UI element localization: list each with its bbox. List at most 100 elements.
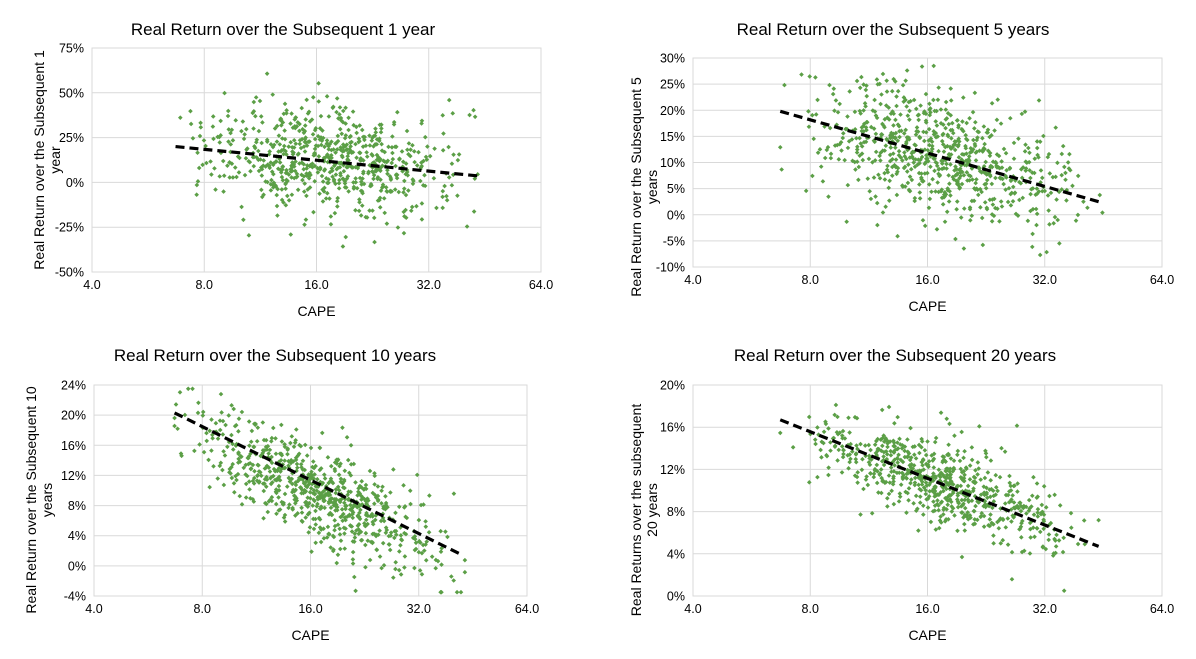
scatter-point (1047, 222, 1052, 227)
scatter-point (1019, 520, 1024, 526)
scatter-point (894, 164, 899, 170)
scatter-point (346, 127, 351, 133)
scatter-point (964, 158, 970, 164)
scatter-point (347, 470, 352, 476)
scatter-point (895, 233, 900, 239)
y-tick-label: 0% (68, 559, 86, 573)
scatter-point (962, 497, 968, 503)
scatter-point (972, 126, 977, 131)
scatter-point (871, 175, 877, 180)
scatter-point (916, 117, 921, 123)
scatter-point (327, 141, 333, 147)
scatter-point (384, 221, 390, 226)
scatter-point (318, 506, 324, 511)
scatter-point (394, 175, 400, 181)
scatter-point (984, 177, 990, 183)
scatter-point (949, 136, 954, 141)
scatter-point (873, 113, 879, 118)
scatter-point (866, 442, 872, 448)
scatter-point (959, 169, 965, 175)
scatter-point (906, 99, 912, 105)
scatter-point (955, 178, 960, 184)
scatter-point (826, 465, 831, 470)
scatter-point (881, 457, 886, 463)
y-tick-label: 16% (61, 439, 86, 453)
scatter-point (292, 168, 298, 174)
scatter-point (422, 172, 427, 178)
scatter-point (334, 166, 340, 172)
scatter-point (920, 462, 925, 468)
scatter-point (257, 98, 263, 104)
scatter-point (177, 389, 183, 395)
scatter-point (322, 476, 328, 481)
scatter-point (338, 476, 344, 482)
scatter-point (961, 246, 967, 251)
scatter-point (1024, 511, 1029, 516)
scatter-point (239, 502, 245, 507)
scatter-point (294, 171, 300, 177)
scatter-point (893, 157, 899, 162)
scatter-point (370, 540, 375, 546)
scatter-point (283, 148, 288, 154)
scatter-point (947, 466, 953, 472)
scatter-point (954, 181, 960, 187)
scatter-point (378, 129, 384, 135)
scatter-point (372, 470, 377, 476)
scatter-point (863, 477, 869, 482)
scatter-point (301, 490, 306, 496)
scatter-point (297, 161, 302, 166)
scatter-point (855, 470, 860, 475)
scatter-point (414, 163, 420, 168)
scatter-point (353, 141, 358, 147)
scatter-point (335, 165, 341, 171)
scatter-point (895, 440, 900, 445)
scatter-point (307, 489, 313, 495)
scatter-point (962, 472, 967, 478)
scatter-point (904, 169, 910, 174)
scatter-point (356, 489, 361, 495)
scatter-point (1036, 189, 1042, 194)
scatter-point (351, 574, 357, 580)
scatter-point (861, 108, 866, 113)
scatter-point (334, 147, 340, 152)
scatter-point (911, 160, 917, 165)
scatter-point (959, 503, 965, 508)
scatter-point (925, 148, 931, 153)
scatter-point (414, 472, 420, 478)
scatter-point (379, 148, 385, 153)
scatter-point (880, 210, 886, 215)
scatter-point (326, 480, 331, 486)
scatter-point (811, 136, 817, 142)
scatter-point (941, 122, 946, 127)
scatter-point (1075, 212, 1081, 218)
scatter-point (921, 512, 926, 517)
scatter-point (316, 99, 322, 104)
scatter-point (440, 147, 446, 153)
scatter-point (263, 465, 269, 470)
scatter-point (835, 431, 841, 437)
scatter-point (299, 465, 304, 470)
scatter-point (446, 144, 451, 150)
scatter-point (996, 525, 1002, 531)
scatter-point (261, 515, 266, 521)
scatter-point (861, 82, 866, 87)
scatter-point (993, 472, 999, 478)
scatter-point (358, 213, 364, 218)
scatter-point (860, 123, 866, 129)
scatter-point (905, 113, 911, 118)
chart-panel-3: Real Return over the Subsequent 10 years… (23, 346, 539, 643)
scatter-point (909, 154, 915, 159)
scatter-point (859, 467, 865, 473)
scatter-point (340, 119, 346, 125)
scatter-point (815, 474, 820, 480)
scatter-point (416, 149, 421, 155)
scatter-point (383, 525, 389, 530)
scatter-point (399, 149, 405, 154)
scatter-point (880, 71, 886, 77)
scatter-point (424, 157, 430, 162)
scatter-point (908, 468, 913, 473)
scatter-point (898, 112, 903, 117)
scatter-point (419, 550, 425, 556)
scatter-point (372, 133, 378, 139)
scatter-point (335, 522, 341, 528)
